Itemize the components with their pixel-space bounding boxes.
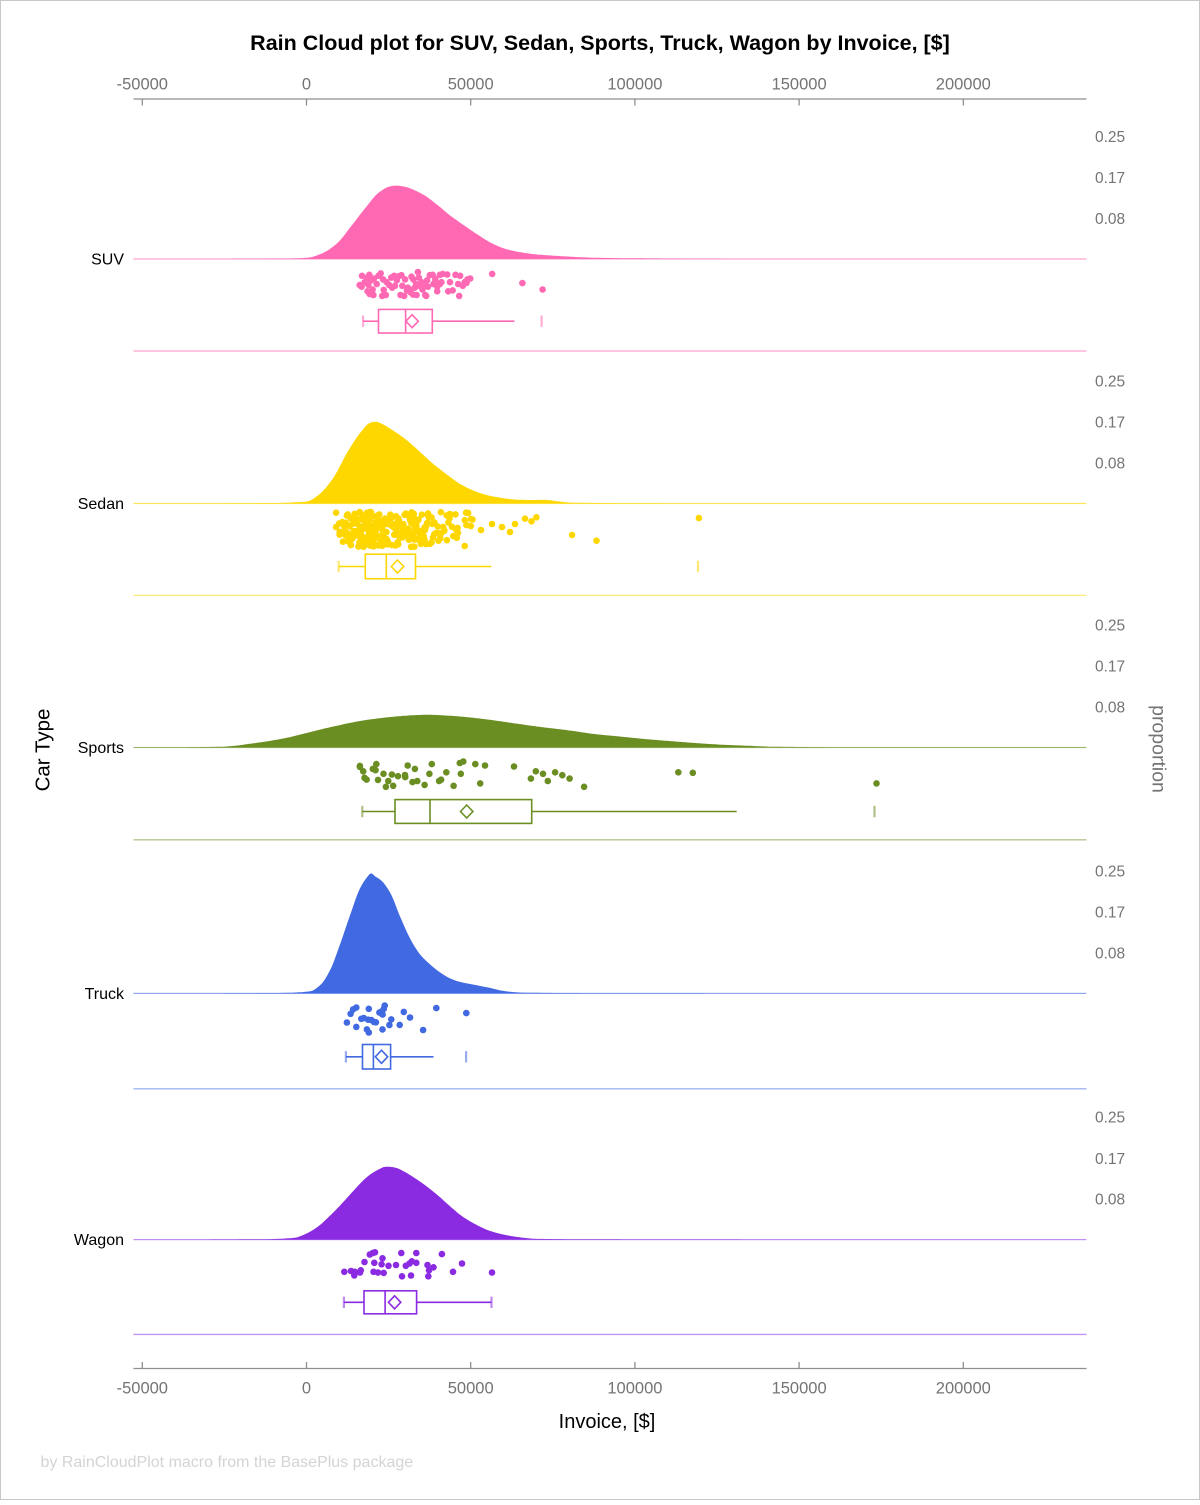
svg-text:0.17: 0.17 xyxy=(1095,905,1125,922)
svg-text:0.17: 0.17 xyxy=(1095,170,1125,187)
svg-text:0.17: 0.17 xyxy=(1095,659,1125,676)
svg-text:0.17: 0.17 xyxy=(1095,1151,1125,1168)
svg-text:0.08: 0.08 xyxy=(1095,945,1125,962)
svg-text:Truck: Truck xyxy=(85,986,125,1003)
svg-text:0.25: 0.25 xyxy=(1095,1110,1125,1127)
svg-text:-50000: -50000 xyxy=(117,1380,168,1398)
svg-text:0.17: 0.17 xyxy=(1095,415,1125,432)
svg-text:0.25: 0.25 xyxy=(1095,617,1125,634)
svg-text:0.25: 0.25 xyxy=(1095,863,1125,880)
svg-text:0.08: 0.08 xyxy=(1095,699,1125,716)
svg-text:Wagon: Wagon xyxy=(74,1232,124,1249)
svg-text:150000: 150000 xyxy=(772,1380,827,1398)
svg-text:100000: 100000 xyxy=(607,1380,662,1398)
svg-text:proportion: proportion xyxy=(1148,705,1170,793)
svg-text:0.08: 0.08 xyxy=(1095,211,1125,228)
svg-text:SUV: SUV xyxy=(91,252,124,269)
svg-text:Sports: Sports xyxy=(78,740,124,757)
svg-text:0.25: 0.25 xyxy=(1095,129,1125,146)
svg-text:200000: 200000 xyxy=(936,76,991,94)
svg-text:Car Type: Car Type xyxy=(32,709,55,792)
svg-text:0.25: 0.25 xyxy=(1095,373,1125,390)
svg-text:0: 0 xyxy=(302,76,311,94)
svg-text:Rain Cloud plot for SUV, Sedan: Rain Cloud plot for SUV, Sedan, Sports, … xyxy=(250,31,950,55)
svg-text:50000: 50000 xyxy=(448,76,494,94)
svg-text:150000: 150000 xyxy=(772,76,827,94)
svg-text:0: 0 xyxy=(302,1380,311,1398)
svg-text:Sedan: Sedan xyxy=(78,496,124,513)
svg-text:-50000: -50000 xyxy=(117,76,168,94)
svg-text:0.08: 0.08 xyxy=(1095,1192,1125,1209)
svg-text:by RainCloudPlot macro from th: by RainCloudPlot macro from the BasePlus… xyxy=(41,1454,414,1471)
svg-text:0.08: 0.08 xyxy=(1095,455,1125,472)
svg-text:Invoice, [$]: Invoice, [$] xyxy=(559,1411,656,1433)
svg-text:100000: 100000 xyxy=(607,76,662,94)
svg-text:50000: 50000 xyxy=(448,1380,494,1398)
svg-text:200000: 200000 xyxy=(936,1380,991,1398)
